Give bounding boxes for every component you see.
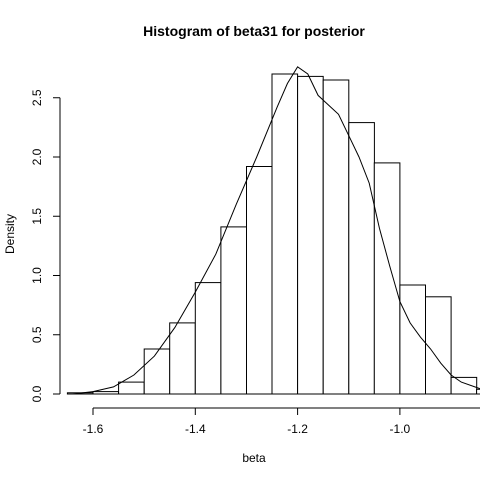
y-tick-label: 0.5 xyxy=(30,326,44,343)
histogram-bar-6 xyxy=(220,226,247,395)
y-axis: 0.0 0.5 1.0 1.5 2.0 2.5 xyxy=(30,89,61,402)
histogram-bar-11 xyxy=(348,122,375,395)
histogram-bar-16 xyxy=(476,388,480,395)
histogram-bar-3 xyxy=(143,348,171,395)
histogram-bar-1 xyxy=(92,391,120,395)
histogram-bar-8 xyxy=(271,73,299,395)
histogram-bar-4 xyxy=(169,322,196,395)
y-tick-label: 0.0 xyxy=(30,385,44,402)
histogram-bar-7 xyxy=(246,166,273,395)
y-tick-label: 1.0 xyxy=(30,267,44,284)
y-tick-label: 2.5 xyxy=(30,89,44,106)
x-tick-label: -1.6 xyxy=(83,422,104,436)
x-tick-label: -1.2 xyxy=(287,422,308,436)
density-curve xyxy=(72,66,480,395)
histogram-bar-14 xyxy=(425,296,452,395)
y-axis-label: Density xyxy=(3,214,17,254)
y-tick-label: 2.0 xyxy=(30,148,44,165)
histogram-bars xyxy=(66,73,480,395)
histogram-bar-12 xyxy=(373,162,401,395)
histogram-bar-2 xyxy=(118,381,145,395)
x-tick-label: -1.0 xyxy=(390,422,411,436)
x-tick-label: -1.4 xyxy=(185,422,206,436)
histogram-bar-5 xyxy=(194,282,222,395)
x-axis: -1.6-1.4-1.2-1.0-0.8 xyxy=(83,407,480,436)
histogram-bar-9 xyxy=(297,75,324,395)
x-axis-label: beta xyxy=(242,451,266,465)
y-tick-label: 1.5 xyxy=(30,208,44,225)
chart-title: Histogram of beta31 for posterior xyxy=(143,23,365,39)
histogram-bar-15 xyxy=(450,376,478,395)
histogram-bar-13 xyxy=(399,284,426,395)
